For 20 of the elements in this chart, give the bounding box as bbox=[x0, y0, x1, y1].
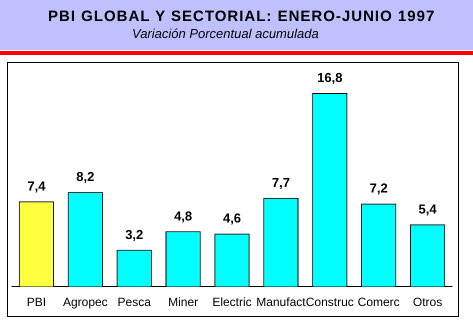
x-tick-label: Construc bbox=[306, 295, 354, 310]
chart-title: PBI GLOBAL Y SECTORIAL: ENERO-JUNIO 1997 bbox=[48, 8, 436, 25]
data-label: 4,8 bbox=[174, 208, 192, 224]
data-label: 8,2 bbox=[76, 169, 94, 184]
x-tick-label: Comerc bbox=[358, 295, 400, 310]
data-label: 5,4 bbox=[418, 201, 438, 216]
data-label: 7,4 bbox=[27, 178, 46, 194]
x-tick-label: PBI bbox=[26, 295, 46, 310]
x-tick-label: Agropec bbox=[62, 295, 108, 310]
x-tick-label: Manufact bbox=[256, 295, 306, 310]
x-tick-label: Otros bbox=[412, 295, 442, 310]
x-tick-label: Miner bbox=[168, 295, 198, 310]
data-label: 4,6 bbox=[222, 210, 242, 226]
x-tick-label: Electric bbox=[212, 295, 252, 310]
data-label: 7,7 bbox=[272, 174, 290, 190]
data-label: 3,2 bbox=[125, 226, 144, 242]
x-tick-label: Pesca bbox=[118, 295, 152, 310]
chart-subtitle: Variación Porcentual acumulada bbox=[132, 26, 319, 41]
data-label: 7,2 bbox=[370, 180, 388, 196]
data-label: 16,8 bbox=[317, 70, 342, 86]
